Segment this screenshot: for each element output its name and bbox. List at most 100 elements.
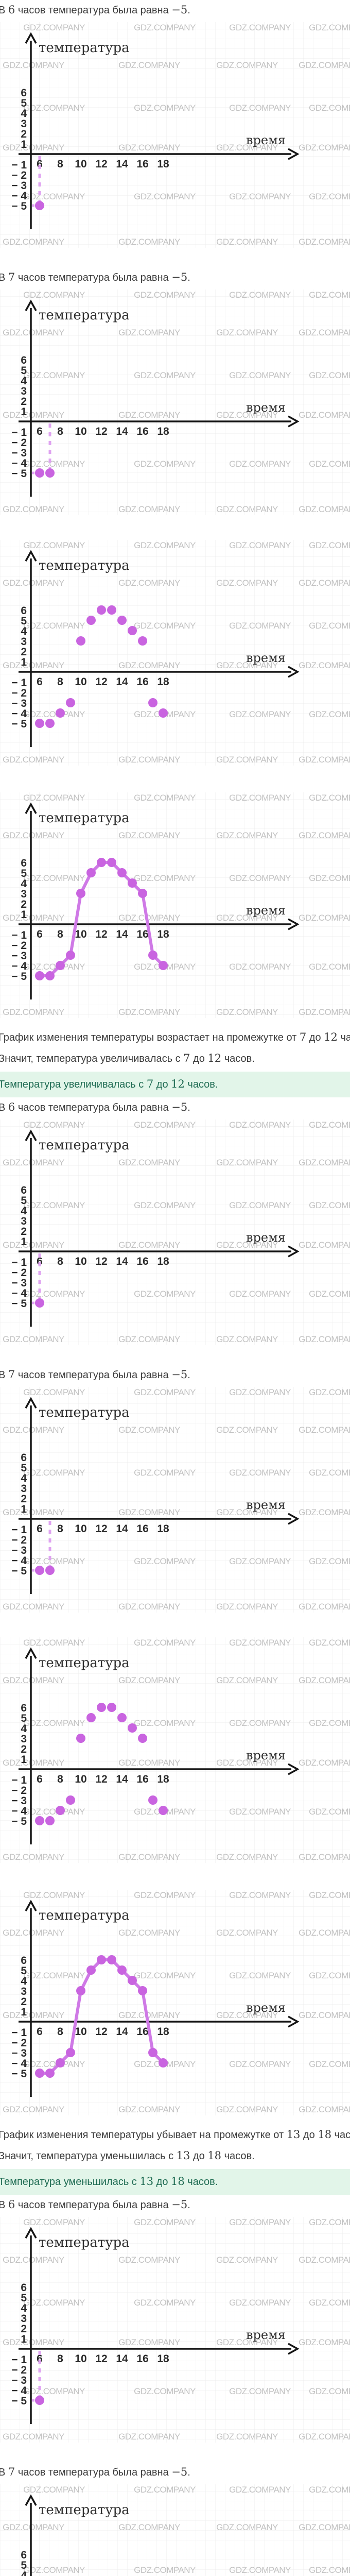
watermark: GDZ.COMPANY: [229, 290, 291, 300]
watermark: GDZ.COMPANY: [229, 2298, 291, 2308]
watermark: GDZ.COMPANY: [3, 1928, 64, 1938]
watermark: GDZ.COMPANY: [3, 1240, 64, 1250]
watermark: GDZ.COMPANY: [216, 578, 278, 588]
watermark: GDZ.COMPANY: [3, 1602, 64, 1612]
data-point-10h: [76, 636, 85, 646]
y-axis-label: температура: [39, 2235, 130, 2250]
data-point-6h: [35, 2396, 44, 2405]
watermark: GDZ.COMPANY: [118, 2105, 180, 2114]
watermark: GDZ.COMPANY: [23, 1289, 85, 1299]
watermark: GDZ.COMPANY: [216, 1852, 278, 1862]
watermark: GDZ.COMPANY: [3, 1852, 64, 1862]
data-point-17h: [148, 1795, 157, 1805]
watermark: GDZ.COMPANY: [3, 660, 64, 670]
x-tick-18: 18: [157, 1256, 169, 1267]
watermark: GDZ.COMPANY: [216, 913, 278, 923]
watermark: GDZ.COMPANY: [23, 1468, 85, 1478]
x-tick-16: 16: [136, 928, 148, 940]
watermark: GDZ.COMPANY: [309, 1200, 350, 1210]
watermark: GDZ.COMPANY: [229, 1638, 291, 1648]
data-point-14h: [117, 616, 127, 625]
data-point-8h: [56, 1806, 65, 1815]
x-tick-18: 18: [157, 2353, 169, 2365]
data-point-12h: [97, 1955, 106, 1964]
watermark: GDZ.COMPANY: [216, 755, 278, 765]
math-value: 12: [171, 1078, 185, 1090]
watermark: GDZ.COMPANY: [23, 290, 85, 300]
text-segment: до: [306, 1032, 324, 1043]
math-value: 6: [8, 1101, 15, 1113]
y-tick-3: 3: [21, 118, 27, 130]
watermark: GDZ.COMPANY: [229, 2565, 291, 2575]
answer-increase: Температура увеличивалась с 7 до 12 часо…: [0, 1072, 350, 1097]
x-tick-6: 6: [37, 1773, 43, 1785]
grid: [0, 1387, 350, 1613]
grid: [0, 1120, 350, 1345]
x-tick-16: 16: [136, 676, 148, 688]
y-tick-6: 6: [21, 857, 27, 869]
conclusion-increase: Значит, температура увеличивалась с 7 до…: [0, 1049, 350, 1067]
y-tick-3: 3: [21, 1733, 27, 1745]
watermark: GDZ.COMPANY: [216, 2255, 278, 2265]
y-axis-arrow: [25, 1647, 37, 1659]
text-segment: .: [187, 272, 190, 283]
watermark: GDZ.COMPANY: [118, 60, 180, 70]
watermark: GDZ.COMPANY: [118, 2432, 180, 2442]
y-tick-2: 2: [21, 1996, 27, 2008]
data-point-12h: [97, 1703, 106, 1712]
y-tick--4: − 4: [11, 960, 27, 972]
x-axis-arrow: [288, 2015, 300, 2028]
text-segment: График изменения температуры возрастает …: [0, 1032, 300, 1043]
x-axis-arrow: [288, 1245, 300, 1258]
x-tick-14: 14: [116, 2353, 128, 2365]
y-tick-1: 1: [21, 406, 27, 418]
x-tick-12: 12: [95, 426, 107, 437]
text-segment: часов температура была равна: [15, 2199, 172, 2211]
statement-temp-at-7h: В 7 часов температура была равна −5.: [0, 1366, 350, 1384]
y-tick-6: 6: [21, 1955, 27, 1967]
watermark: GDZ.COMPANY: [134, 1638, 196, 1648]
watermark: GDZ.COMPANY: [23, 192, 85, 201]
watermark: GDZ.COMPANY: [216, 237, 278, 247]
x-tick-8: 8: [57, 1256, 63, 1267]
watermark: GDZ.COMPANY: [118, 2337, 180, 2347]
data-point-16h: [138, 889, 147, 898]
x-axis-label: время: [246, 1748, 286, 1762]
explanation-decrease-interval: График изменения температуры убывает на …: [0, 2126, 350, 2144]
y-tick-2: 2: [21, 1743, 27, 1755]
watermark: GDZ.COMPANY: [299, 578, 350, 588]
math-value: 18: [207, 2149, 222, 2162]
watermark: GDZ.COMPANY: [309, 1468, 350, 1478]
temperature-chart-7-all-points: GDZ.COMPANY GDZ.COMPANY GDZ.COMPANY GDZ.COM…: [0, 1634, 350, 1866]
watermark: GDZ.COMPANY: [309, 23, 350, 32]
watermark: GDZ.COMPANY: [3, 831, 64, 840]
watermark: GDZ.COMPANY: [134, 1468, 196, 1478]
y-tick-3: 3: [21, 1483, 27, 1495]
watermark: GDZ.COMPANY: [118, 1675, 180, 1685]
math-value: −5: [171, 1368, 188, 1381]
watermark: GDZ.COMPANY: [134, 1718, 196, 1728]
y-tick-1: 1: [21, 656, 27, 668]
watermark: GDZ.COMPANY: [299, 1852, 350, 1862]
watermark: GDZ.COMPANY: [3, 578, 64, 588]
watermark: GDZ.COMPANY: [216, 1602, 278, 1612]
data-point-8h: [56, 2058, 65, 2067]
watermark: GDZ.COMPANY: [299, 1675, 350, 1685]
data-point-10h: [76, 1734, 85, 1743]
watermark: GDZ.COMPANY: [299, 2105, 350, 2114]
y-tick-6: 6: [21, 605, 27, 617]
watermark: GDZ.COMPANY: [216, 2337, 278, 2347]
y-tick-1: 1: [21, 1754, 27, 1766]
watermark: GDZ.COMPANY: [309, 2059, 350, 2069]
math-value: 12: [324, 1031, 338, 1043]
data-point-18h: [159, 961, 168, 970]
watermark: GDZ.COMPANY: [216, 143, 278, 152]
temperature-chart-9-point-at-6: GDZ.COMPANY GDZ.COMPANY GDZ.COMPANY GDZ.COM…: [0, 2214, 350, 2446]
y-tick-2: 2: [21, 2323, 27, 2335]
watermark: GDZ.COMPANY: [23, 2298, 85, 2308]
y-tick-2: 2: [21, 899, 27, 910]
watermark: GDZ.COMPANY: [3, 2522, 64, 2532]
x-tick-16: 16: [136, 2353, 148, 2365]
y-tick--5: − 5: [11, 1565, 27, 1577]
y-tick-6: 6: [21, 2282, 27, 2294]
